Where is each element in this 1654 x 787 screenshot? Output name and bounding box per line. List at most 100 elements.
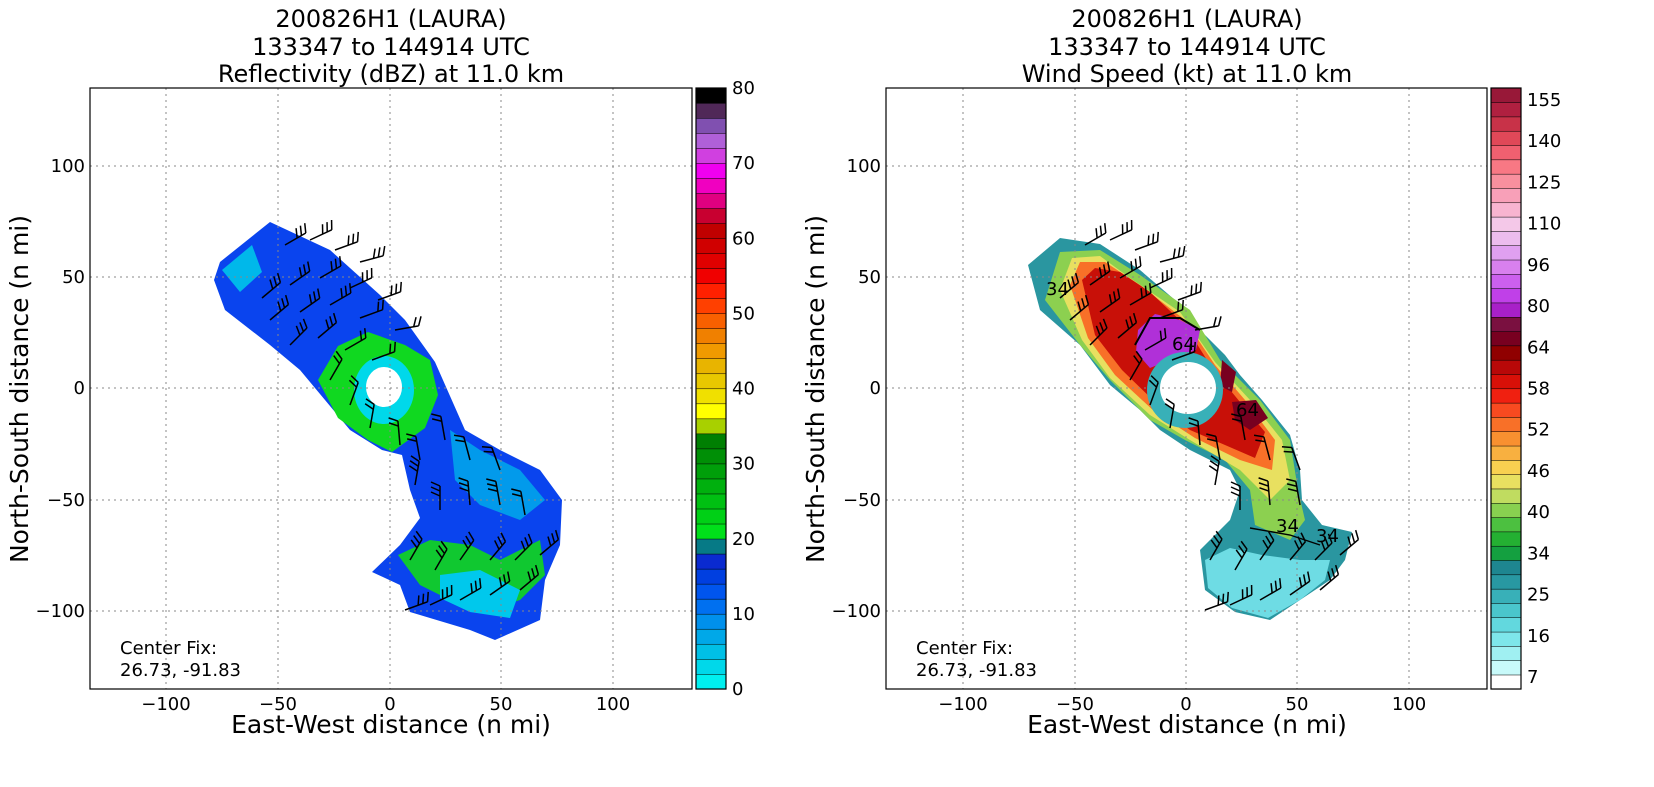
- colorbar-segment: [1490, 531, 1522, 547]
- wind-barb: [404, 591, 429, 611]
- wind-barb: [1119, 256, 1142, 279]
- colorbar-tick-label: 10: [732, 604, 755, 625]
- wind-barb: [309, 219, 333, 241]
- y-axis-label: North-South distance (n mi): [801, 215, 830, 563]
- x-tick-label: −50: [259, 694, 297, 715]
- x-tick-label: −100: [938, 694, 987, 715]
- wind-barb: [1253, 434, 1271, 461]
- colorbar-segment: [695, 102, 727, 119]
- wind-barb: [1286, 478, 1301, 506]
- wind-barb: [1164, 398, 1175, 429]
- wind-barb: [284, 223, 307, 246]
- wind-barb: [394, 316, 422, 331]
- colorbar-segment: [1490, 230, 1522, 246]
- wind-barb: [1281, 446, 1301, 471]
- y-ticks-right: 100 50 0 −50 −100: [832, 156, 881, 622]
- y-tick-label: 0: [74, 378, 85, 399]
- wind-barb: [344, 328, 367, 351]
- colorbar-segment: [695, 162, 727, 179]
- colorbar-segment: [1490, 173, 1522, 189]
- wind-barb: [1204, 591, 1229, 611]
- wind-barb: [453, 434, 471, 461]
- wind-barb: [299, 288, 321, 313]
- wind-barbs-left: [261, 219, 560, 611]
- wind-barb: [348, 375, 359, 406]
- colorbar-segment: [695, 283, 727, 299]
- wind-barb: [1289, 532, 1307, 561]
- panel-reflectivity: 200826H1 (LAURA) 133347 to 144914 UTC Re…: [5, 5, 755, 739]
- wind-barb: [1134, 231, 1159, 251]
- colorbar-tick-label: 20: [732, 529, 755, 550]
- wind-barb: [1177, 281, 1202, 301]
- colorbar-segment: [695, 403, 727, 420]
- colorbar-segment: [695, 448, 727, 465]
- center-fix-label: Center Fix:: [120, 638, 217, 659]
- wind-barb: [1229, 584, 1253, 606]
- wind-barb: [514, 533, 533, 561]
- colorbar-segment: [695, 117, 727, 134]
- colorbar-segment: [695, 177, 727, 194]
- wind-barb: [459, 531, 475, 561]
- colorbar-frame-right: [1490, 87, 1522, 690]
- colorbar-segment: [1490, 359, 1522, 375]
- colorbar-segment: [1490, 416, 1522, 432]
- colorbar-segment: [1490, 545, 1522, 561]
- y-tick-label: −50: [47, 490, 85, 511]
- colorbar-segment: [695, 298, 727, 314]
- chart-title-line-3: Wind Speed (kt) at 11.0 km: [1022, 60, 1353, 88]
- colorbar-tick-label: 140: [1527, 131, 1561, 152]
- wind-barb: [1339, 529, 1360, 556]
- y-tick-label: −100: [36, 601, 85, 622]
- wind-barb: [359, 299, 384, 319]
- colorbar-segment: [695, 463, 727, 480]
- colorbar-segment: [1490, 617, 1522, 633]
- colorbar-segment: [1490, 660, 1522, 676]
- echo-cyan-patch-north: [222, 245, 262, 292]
- y-tick-label: 100: [847, 156, 881, 177]
- wind-barb: [1206, 433, 1221, 461]
- colorbar-segment: [695, 643, 727, 660]
- wind-swath-cyan-south: [1205, 548, 1330, 618]
- chart-title-line-2: 133347 to 144914 UTC: [1048, 33, 1326, 61]
- x-ticks-left: −100 −50 0 50 100: [141, 694, 630, 715]
- wind-barb: [1129, 283, 1152, 306]
- wind-barb: [458, 477, 471, 506]
- wind-barb: [289, 261, 311, 286]
- colorbar-segment: [1490, 216, 1522, 232]
- colorbar-segment: [695, 388, 727, 405]
- y-tick-label: −100: [832, 601, 881, 622]
- colorbar-segment: [1490, 445, 1522, 461]
- colorbar-segment: [1490, 102, 1522, 118]
- colorbar-tick-label: 40: [732, 379, 755, 400]
- wind-barb: [406, 433, 421, 461]
- colorbar-segment: [1490, 345, 1522, 361]
- colorbar-segment: [695, 343, 727, 359]
- eye-clear: [366, 367, 402, 407]
- colorbar-tick-label: 34: [1527, 543, 1550, 564]
- colorbar-tick-label: 16: [1527, 626, 1550, 647]
- colorbar-tick-label: 40: [1527, 502, 1550, 523]
- colorbar-tick-label: 52: [1527, 420, 1550, 441]
- colorbar-segment: [1490, 245, 1522, 261]
- x-tick-label: −50: [1056, 694, 1094, 715]
- wind-barb: [409, 530, 423, 561]
- wind-barb: [489, 532, 507, 561]
- wind-barb: [1059, 272, 1080, 299]
- colorbar-segment: [695, 553, 727, 570]
- colorbar-segment: [1490, 187, 1522, 204]
- x-tick-label: 50: [490, 694, 513, 715]
- colorbar-segment: [1490, 87, 1522, 103]
- panel-wind-speed: 200826H1 (LAURA) 133347 to 144914 UTC Wi…: [801, 5, 1561, 739]
- wind-barb: [289, 318, 308, 346]
- colorbar-segment: [1490, 559, 1522, 576]
- wind-barb: [1129, 350, 1143, 381]
- x-tick-label: 100: [1392, 694, 1426, 715]
- x-axis-label: East-West distance (n mi): [231, 710, 551, 739]
- y-tick-label: 50: [62, 267, 85, 288]
- wind-barb: [429, 584, 453, 606]
- colorbar-segment: [695, 628, 727, 645]
- colorbar-segment: [695, 598, 727, 615]
- colorbar-segment: [695, 418, 727, 435]
- wind-barb: [269, 294, 290, 321]
- colorbar-segment: [695, 673, 727, 690]
